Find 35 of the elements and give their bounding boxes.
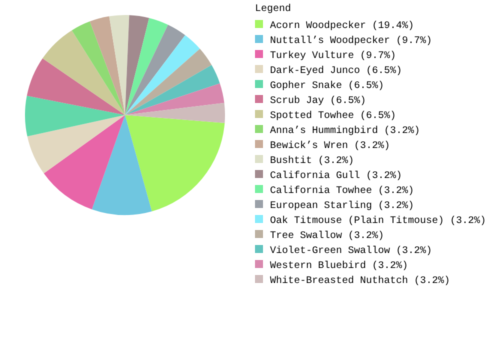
pie-slice [125,115,225,212]
legend-label: European Starling (3.2%) [270,200,414,212]
legend-label: Acorn Woodpecker (19.4%) [270,20,414,32]
legend-label: Gopher Snake (6.5%) [270,80,384,92]
legend-label: White-Breasted Nuthatch (3.2%) [270,275,450,287]
legend-label: Nuttall’s Woodpecker (9.7%) [270,35,432,47]
pie-slice [125,15,150,115]
legend-label: Scrub Jay (6.5%) [270,95,366,107]
pie-slice [72,21,125,115]
pie-slice [42,30,125,115]
pie-slice [125,24,186,115]
pie-slice [27,115,125,174]
pie-slice [26,58,125,115]
legend-label: Dark-Eyed Junco (6.5%) [270,65,402,77]
pie-slice [125,65,220,115]
legend-label: Bewick’s Wren (3.2%) [270,140,390,152]
legend-title: Legend [255,3,292,15]
legend-label: California Gull (3.2%) [270,170,402,182]
legend-label: California Towhee (3.2%) [270,185,414,197]
legend-label: Oak Titmouse (Plain Titmouse) (3.2%) [270,215,486,227]
pie-slice [125,18,168,115]
pie-slice [25,96,125,136]
pie-slice [109,15,130,115]
pie-slice [125,83,224,115]
legend-label: Spotted Towhee (6.5%) [270,110,396,122]
legend-label: Turkey Vulture (9.7%) [270,50,396,62]
pie-slice [92,115,152,215]
legend-label: Violet-Green Swallow (3.2%) [270,245,432,257]
pie-slice [125,102,225,123]
pie-slice [125,35,200,115]
legend-label: Western Bluebird (3.2%) [270,260,408,272]
legend-label: Tree Swallow (3.2%) [270,230,384,242]
pie-slice [44,115,125,210]
legend-label: Anna’s Hummingbird (3.2%) [270,125,420,137]
legend-label: Bushtit (3.2%) [270,155,354,167]
